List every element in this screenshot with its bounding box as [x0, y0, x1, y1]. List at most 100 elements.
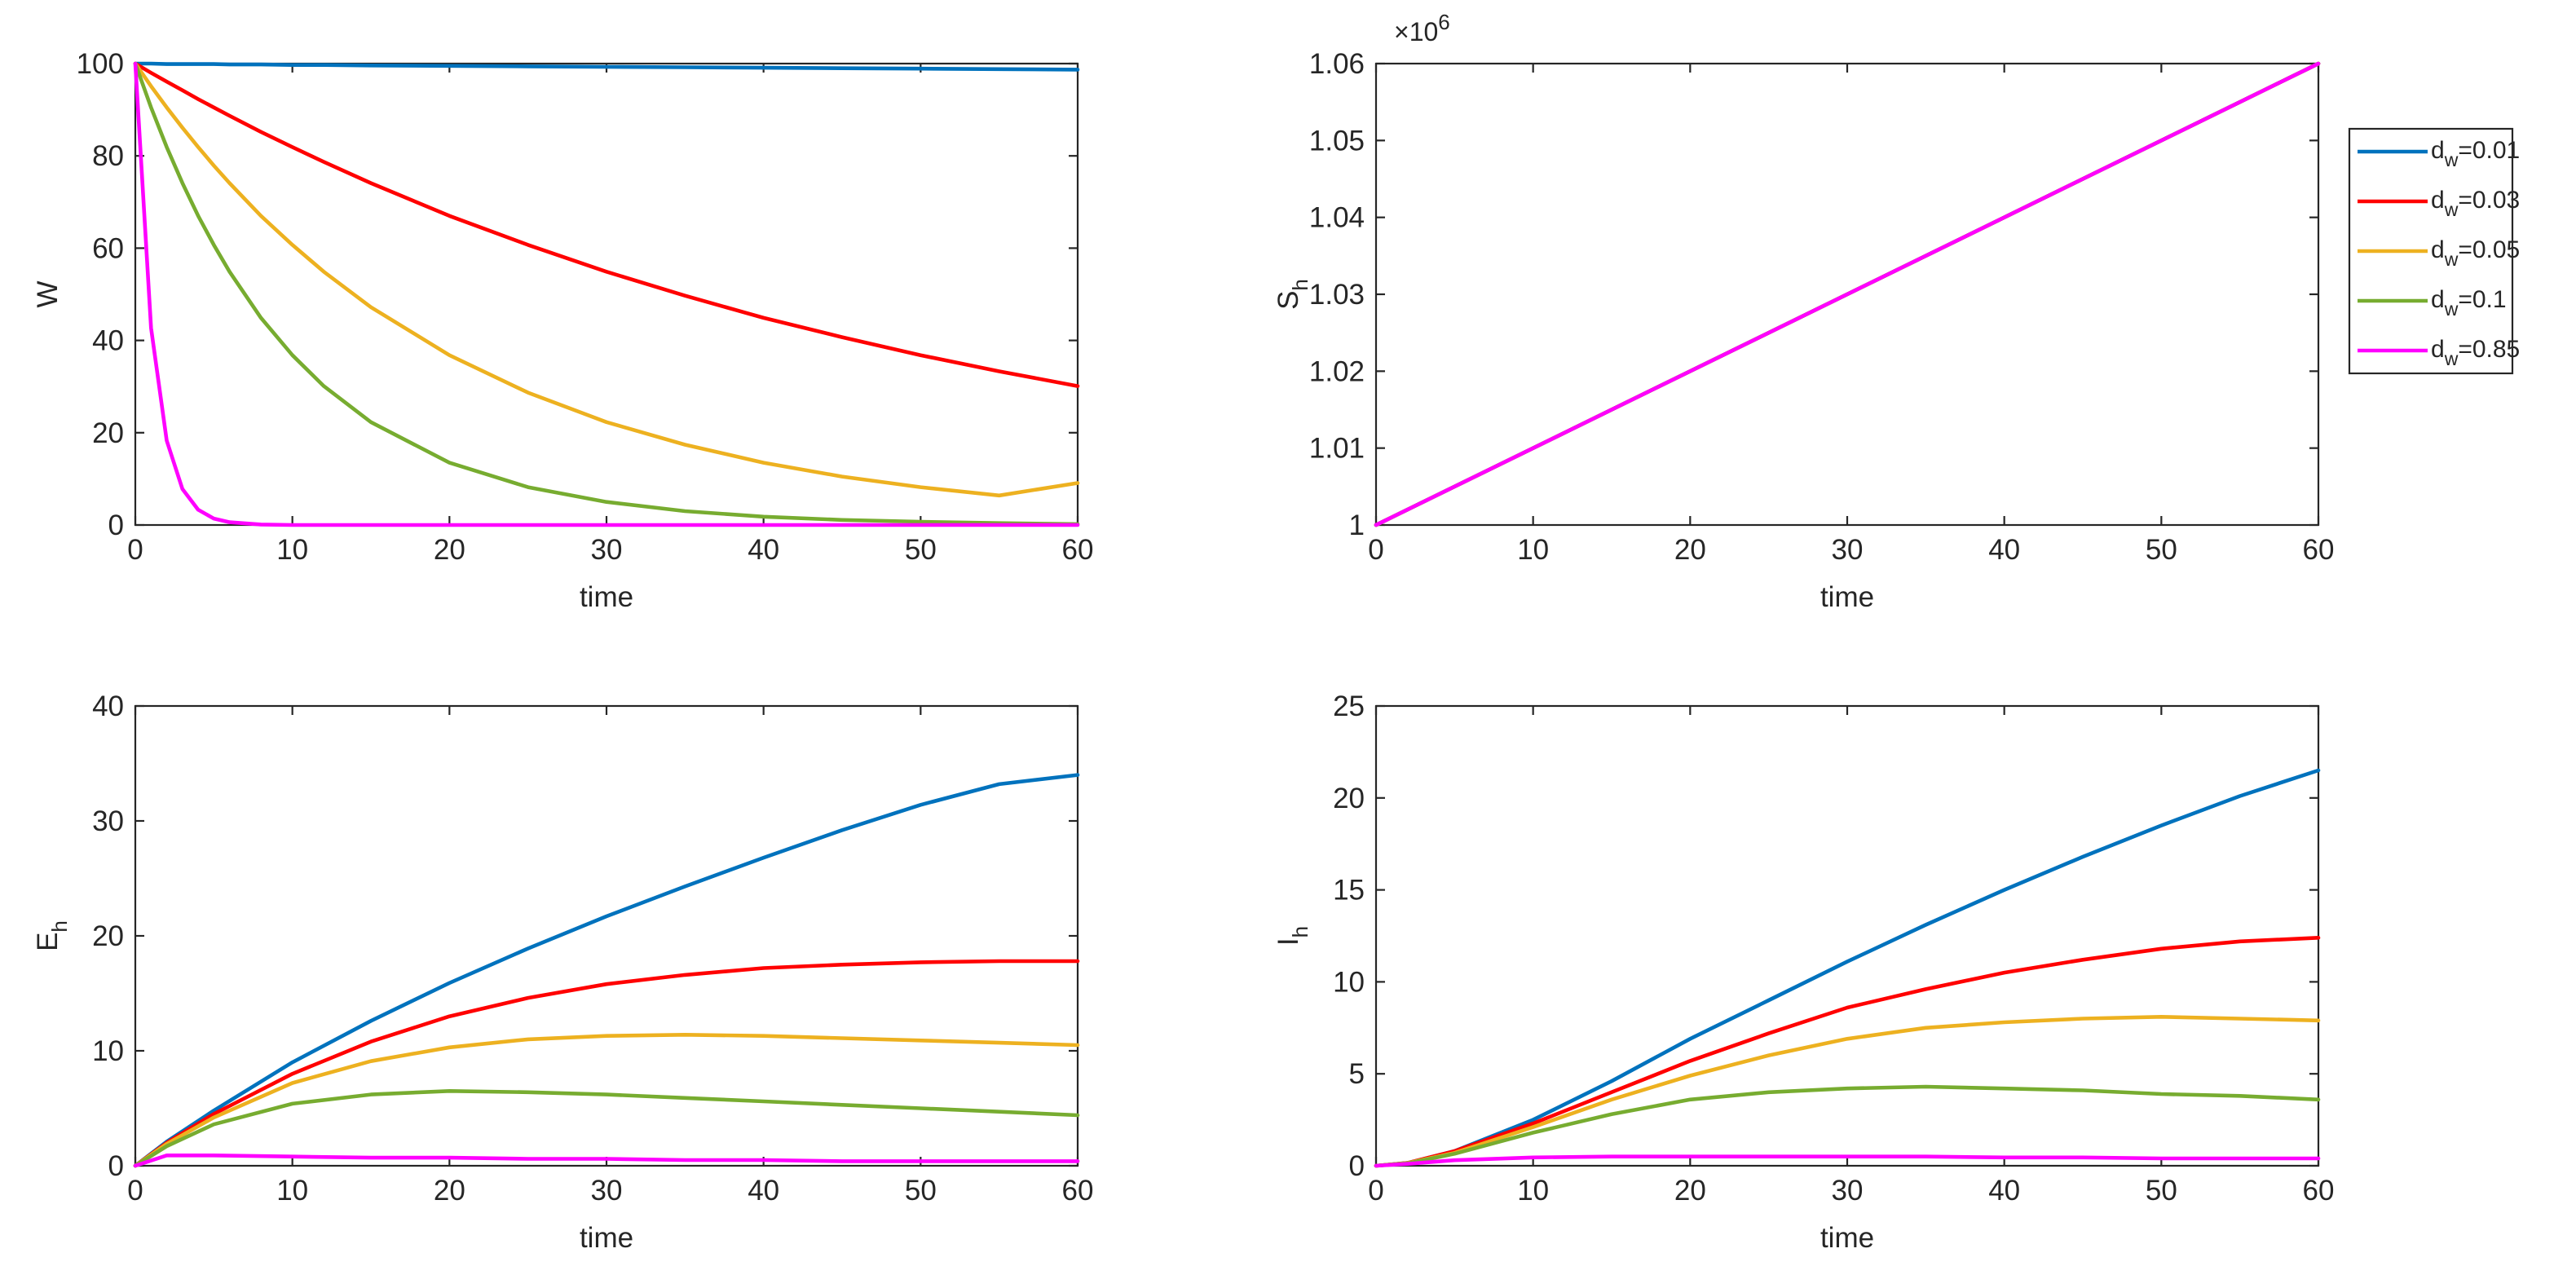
x-tick-label: 20	[1674, 534, 1706, 566]
x-tick-label: 60	[2303, 534, 2335, 566]
legend-label-base: d	[2431, 336, 2445, 363]
x-axis-label: time	[580, 1222, 633, 1254]
y-axis-label-subscript: h	[47, 920, 72, 932]
plot-area-Eh	[134, 704, 1079, 1167]
y-tick-label: 80	[92, 140, 124, 172]
x-tick-label: 30	[1832, 534, 1864, 566]
y-axis-label: Ih	[1273, 926, 1312, 946]
series-line-dw_0_85	[1374, 1154, 2321, 1168]
legend-label-value: =0.05	[2458, 236, 2520, 263]
chart-Ih: 0 10 20 30 40 50 60 0 5 10 15 20 25 time Ih	[1273, 690, 2334, 1254]
series-line-dw_0_01	[133, 61, 1080, 72]
y-axis-label-subscript: h	[1288, 926, 1312, 938]
legend-label-base: d	[2431, 137, 2445, 164]
x-tick-label: 30	[591, 534, 623, 566]
legend-label-value: =0.03	[2458, 187, 2520, 214]
axis-exponent-power: 6	[1438, 10, 1449, 34]
y-tick-label: 10	[1333, 966, 1365, 998]
x-tick-label: 50	[2146, 534, 2177, 566]
y-tick-label: 15	[1333, 875, 1365, 907]
y-axis-label-base: E	[32, 933, 64, 951]
x-tick-label: 50	[905, 1175, 937, 1207]
x-tick-label: 40	[1988, 534, 2020, 566]
x-axis-label: time	[580, 581, 633, 613]
y-tick-label: 1.05	[1309, 125, 1365, 157]
axis-exponent-label: ×106	[1394, 10, 1450, 46]
legend-label-subscript: w	[2444, 249, 2459, 270]
y-tick-label: 100	[77, 48, 124, 80]
y-tick-label: 0	[1349, 1150, 1365, 1182]
y-tick-label: 20	[92, 417, 124, 449]
plot-area-Ih	[1374, 704, 2320, 1167]
series-line-dw_0_05	[133, 61, 1080, 498]
axis-exponent-base: ×10	[1394, 17, 1438, 46]
series-line-dw_0_01	[133, 773, 1080, 1168]
y-tick-label: 1.01	[1309, 433, 1365, 465]
y-tick-label: 5	[1349, 1058, 1365, 1090]
x-tick-label: 30	[1832, 1175, 1864, 1207]
x-tick-label: 0	[1368, 1175, 1383, 1207]
y-axis-label-base: I	[1273, 938, 1304, 946]
x-tick-label: 20	[434, 1175, 465, 1207]
y-tick-label: 1.06	[1309, 48, 1365, 80]
legend-label-base: d	[2431, 187, 2445, 214]
legend-label-subscript: w	[2444, 348, 2459, 369]
legend-label-subscript: w	[2444, 298, 2459, 320]
x-tick-label: 60	[1062, 1175, 1094, 1207]
series-line-dw_0_85	[133, 61, 1080, 527]
legend-box	[2348, 127, 2514, 375]
legend-entry-label: dw=0.05	[2431, 236, 2520, 270]
y-tick-label: 1	[1349, 510, 1365, 541]
x-tick-label: 60	[2303, 1175, 2335, 1207]
x-tick-label: 20	[434, 534, 465, 566]
chart-Eh: 0 10 20 30 40 50 60 0 10 20 30 40 time Eh	[32, 690, 1093, 1254]
y-axis-label-subscript: h	[1288, 279, 1312, 290]
y-axis-label: Sh	[1273, 279, 1312, 310]
legend-label-subscript: w	[2444, 199, 2459, 220]
x-tick-label: 50	[2146, 1175, 2177, 1207]
y-tick-label: 40	[92, 690, 124, 722]
y-tick-label: 60	[92, 232, 124, 264]
y-tick-label: 1.03	[1309, 279, 1365, 311]
legend-entry-label: dw=0.03	[2431, 187, 2520, 220]
series-line-dw_0_1	[133, 61, 1080, 527]
chart-W: 0 10 20 30 40 50 60 0 20 40 60 80 100 time W	[32, 48, 1093, 613]
x-tick-label: 10	[276, 1175, 308, 1207]
x-tick-label: 10	[1517, 534, 1549, 566]
series-line-dw_0_1	[1374, 1084, 2321, 1168]
y-axis-label-base: W	[32, 280, 64, 307]
y-tick-label: 20	[1333, 783, 1365, 814]
x-tick-label: 0	[127, 1175, 143, 1207]
y-axis-label-base: S	[1273, 291, 1304, 310]
x-tick-label: 20	[1674, 1175, 1706, 1207]
legend-label-value: =0.01	[2458, 137, 2520, 164]
x-tick-label: 0	[1368, 534, 1383, 566]
x-tick-label: 40	[1988, 1175, 2020, 1207]
series-line-dw_0_1	[133, 1089, 1080, 1168]
y-tick-label: 20	[92, 920, 124, 952]
legend-label-subscript: w	[2444, 149, 2459, 170]
series-line-dw_0_85	[1374, 61, 2321, 527]
chart-Sh: 0 10 20 30 40 50 60 1 1.01 1.02 1.03 1.04 1.05 1.06 ti…	[1273, 10, 2334, 613]
y-tick-label: 25	[1333, 690, 1365, 722]
series-line-dw_0_03	[1374, 936, 2321, 1168]
legend-label-base: d	[2431, 286, 2445, 313]
x-axis-label: time	[1820, 1222, 1874, 1254]
series-line-dw_0_03	[133, 61, 1080, 388]
y-axis-label: Eh	[32, 920, 72, 951]
y-tick-label: 1.02	[1309, 355, 1365, 387]
x-tick-label: 30	[591, 1175, 623, 1207]
x-axis-label: time	[1820, 581, 1874, 613]
plot-area-W	[134, 62, 1079, 527]
x-tick-label: 10	[276, 534, 308, 566]
y-tick-label: 30	[92, 805, 124, 837]
y-axis-label: W	[32, 280, 64, 307]
y-tick-label: 0	[108, 1150, 124, 1182]
y-tick-label: 0	[108, 510, 124, 541]
series-line-dw_0_03	[133, 959, 1080, 1168]
x-tick-label: 0	[127, 534, 143, 566]
legend-entry-label: dw=0.1	[2431, 286, 2507, 320]
x-tick-label: 50	[905, 534, 937, 566]
